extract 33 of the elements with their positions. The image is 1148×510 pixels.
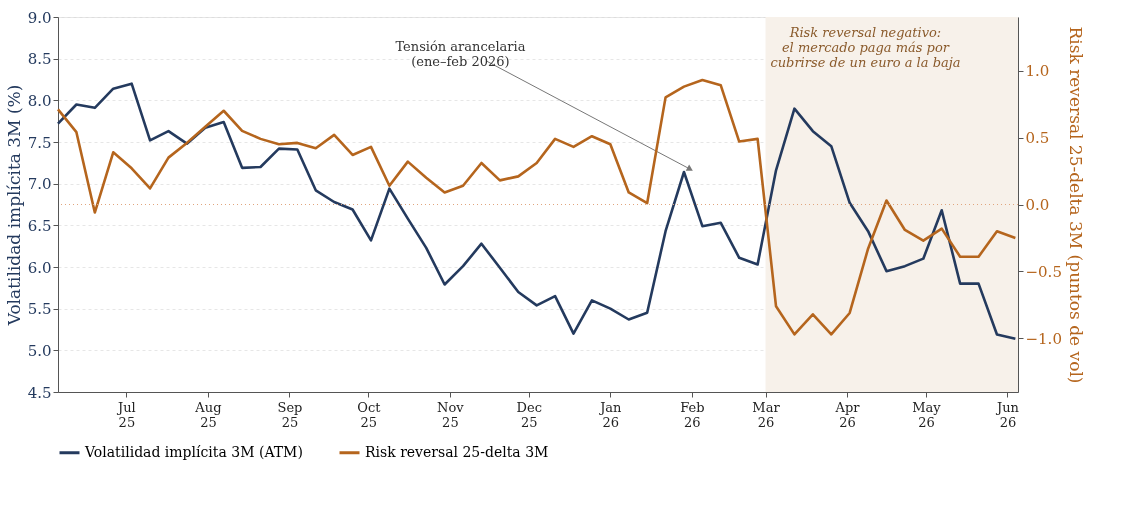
y2-tick-label: −1.0 <box>1025 329 1062 348</box>
y2-tick-label: 0.5 <box>1025 129 1050 148</box>
y2-axis-title: Risk reversal 25-delta 3M (puntos de vol) <box>1065 26 1086 384</box>
x-tick-label: Jul 25 <box>116 399 136 430</box>
x-tick-label: Jun 26 <box>995 399 1020 430</box>
x-tick-label: Sep 25 <box>277 399 303 430</box>
y-tick-label: 8.0 <box>27 91 52 110</box>
x-tick-label: Aug 25 <box>194 399 222 430</box>
y-tick-label: 9.0 <box>27 8 52 27</box>
x-tick-label: May 26 <box>912 399 942 430</box>
legend-label: Volatilidad implícita 3M (ATM) <box>84 443 303 460</box>
y2-tick-label: −0.5 <box>1025 262 1062 281</box>
y-tick-label: 6.5 <box>27 216 52 235</box>
legend-label: Risk reversal 25-delta 3M <box>365 443 549 460</box>
y-tick-label: 4.5 <box>27 383 52 402</box>
y2-tick-label: 1.0 <box>1025 62 1050 81</box>
y2-tick-label: 0.0 <box>1025 196 1050 214</box>
x-tick-label: Dec 25 <box>516 399 542 430</box>
x-tick-label: Jan 26 <box>598 399 623 430</box>
y-tick-label: 7.0 <box>27 175 52 194</box>
x-tick-label: Mar 26 <box>752 399 781 430</box>
band-label: Risk reversal negativo: el mercado paga más por cubrirse de un euro a la baja <box>770 25 961 70</box>
x-tick-label: Feb 26 <box>680 399 705 430</box>
y-tick-label: 5.0 <box>27 341 52 360</box>
annotation: Tensión arancelaria (ene–feb 2026) <box>395 39 526 69</box>
y-tick-label: 5.5 <box>27 300 52 319</box>
y-tick-label: 7.5 <box>27 133 52 152</box>
x-tick-label: Nov 25 <box>437 399 465 430</box>
x-tick-label: Oct 25 <box>357 399 382 430</box>
y-tick-label: 8.5 <box>27 50 52 69</box>
x-tick-label: Apr 26 <box>834 399 861 430</box>
y-tick-label: 6.0 <box>27 258 52 277</box>
y-axis-title: Volatilidad implícita 3M (%) <box>3 84 24 327</box>
